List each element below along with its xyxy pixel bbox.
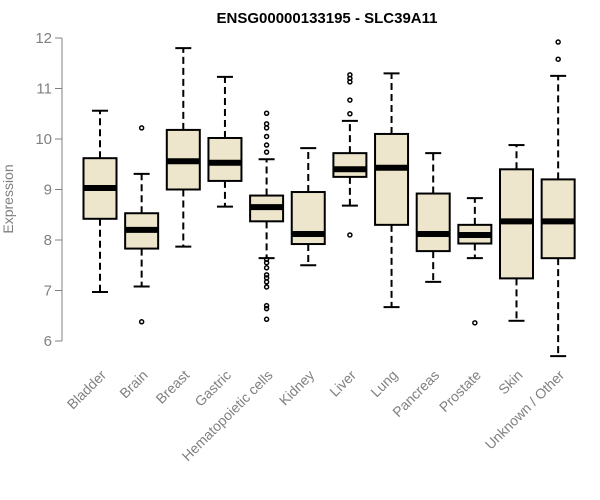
y-axis: 6 7 8 9 10 11 12 bbox=[35, 30, 63, 350]
box-group bbox=[207, 75, 243, 208]
outlier-point bbox=[263, 284, 270, 290]
y-tick-label: 9 bbox=[44, 182, 52, 199]
outlier-point bbox=[263, 265, 270, 271]
x-tick-label: Lung bbox=[367, 367, 400, 400]
outlier-point bbox=[263, 316, 270, 323]
outlier-point bbox=[138, 125, 145, 131]
y-tick-label: 12 bbox=[35, 30, 52, 47]
outlier-point bbox=[263, 272, 270, 278]
iqr-box bbox=[207, 136, 243, 182]
iqr-box bbox=[374, 132, 410, 226]
y-tick-label: 10 bbox=[35, 131, 52, 148]
outlier-point bbox=[347, 111, 353, 117]
outlier-point bbox=[347, 72, 353, 78]
y-tick-label: 7 bbox=[44, 283, 52, 300]
outlier-point bbox=[555, 56, 561, 62]
outlier-point bbox=[263, 133, 270, 140]
x-tick-label: Liver bbox=[326, 367, 359, 400]
x-tick-label: Skin bbox=[495, 367, 526, 398]
box-group bbox=[415, 152, 451, 283]
x-tick-label: Kidney bbox=[276, 367, 318, 409]
x-tick-label: Unknown / Other bbox=[482, 367, 568, 453]
outlier-point bbox=[138, 319, 145, 325]
x-tick-label: Prostate bbox=[436, 367, 484, 415]
iqr-box bbox=[415, 192, 451, 253]
box-group bbox=[374, 72, 410, 309]
box-group bbox=[249, 110, 285, 323]
y-axis-label: Expression bbox=[0, 164, 16, 233]
y-tick-label: 11 bbox=[36, 81, 52, 98]
chart-title: ENSG00000133195 - SLC39A11 bbox=[217, 10, 438, 27]
box-group bbox=[332, 72, 368, 238]
y-tick-label: 6 bbox=[44, 333, 52, 350]
outlier-point bbox=[347, 97, 353, 103]
outlier-point bbox=[263, 110, 270, 116]
y-tick-label: 8 bbox=[44, 232, 52, 249]
box-group bbox=[165, 47, 201, 248]
box-series bbox=[82, 39, 576, 358]
outlier-point bbox=[263, 275, 270, 281]
iqr-box bbox=[332, 152, 368, 178]
outlier-point bbox=[263, 305, 270, 312]
box-group bbox=[124, 125, 160, 325]
outlier-point bbox=[263, 142, 270, 148]
outlier-point bbox=[263, 121, 270, 127]
box-group bbox=[457, 197, 493, 326]
box-group bbox=[540, 39, 576, 358]
x-tick-label: Bladder bbox=[64, 367, 110, 413]
outlier-point bbox=[472, 320, 478, 326]
box-group bbox=[82, 109, 118, 294]
x-tick-label: Brain bbox=[116, 367, 150, 401]
outlier-point bbox=[263, 256, 270, 262]
outlier-point bbox=[263, 302, 270, 309]
box-group bbox=[290, 147, 326, 267]
outlier-point bbox=[347, 232, 353, 238]
box-group bbox=[499, 144, 534, 322]
outlier-point bbox=[263, 149, 270, 155]
x-tick-label: Breast bbox=[152, 367, 192, 407]
outlier-point bbox=[555, 39, 561, 45]
